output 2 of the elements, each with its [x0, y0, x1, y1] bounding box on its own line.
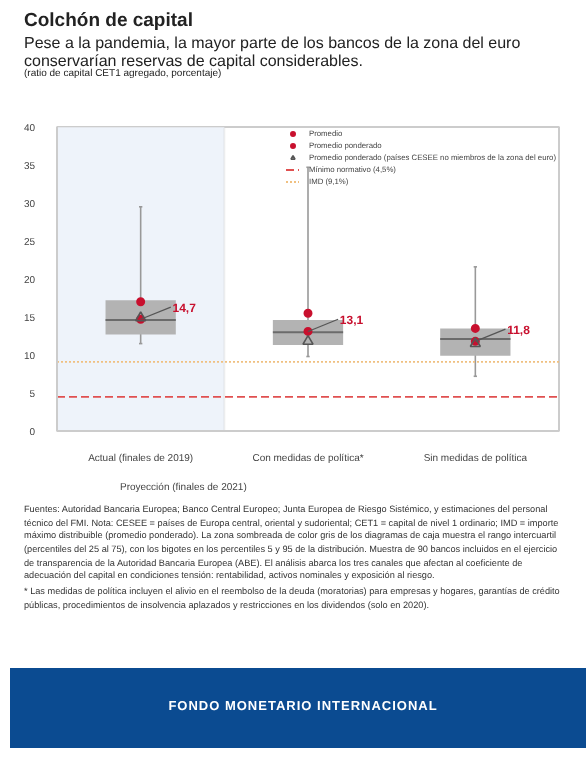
chart-subtitle: Pese a la pandemia, la mayor parte de los bancos de la zona del euro conservarían reservas de capital considerables. [24, 33, 523, 71]
chart-title: Colchón de capital [24, 10, 195, 34]
